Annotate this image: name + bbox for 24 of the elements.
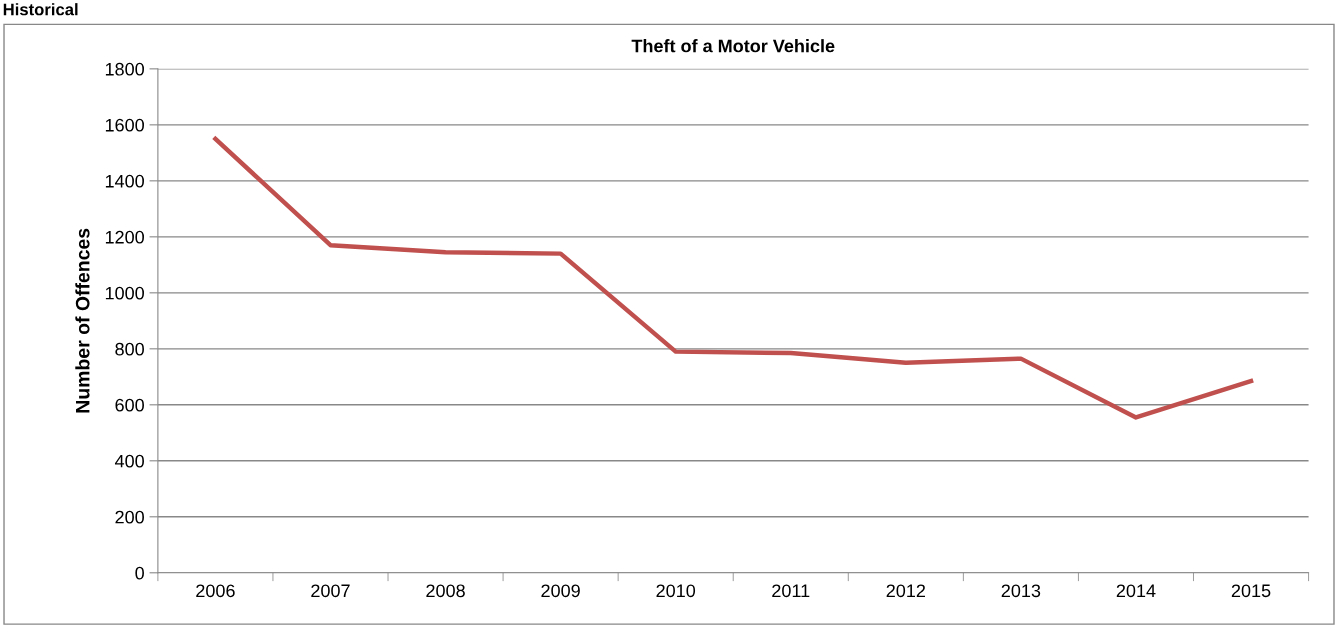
y-tick-label: 1400 — [105, 174, 144, 188]
y-tick-label: 1600 — [105, 118, 144, 132]
y-tick-label: 0 — [135, 566, 144, 580]
y-tick-label: 400 — [114, 454, 144, 468]
x-tick-label: 2008 — [426, 584, 465, 598]
y-tick-label: 1200 — [105, 230, 144, 244]
y-tick-label: 1000 — [105, 286, 144, 300]
x-tick-label: 2014 — [1116, 584, 1156, 598]
line-series — [213, 136, 1254, 420]
x-tick-label: 2007 — [311, 584, 350, 598]
y-tick-label: 800 — [115, 342, 144, 356]
text: Historical — [3, 3, 78, 16]
x-tick-label: 2015 — [1231, 584, 1271, 598]
x-tick-label: 2006 — [196, 584, 235, 598]
y-tick-label: 200 — [115, 510, 144, 524]
x-tick-label: 2013 — [1001, 584, 1041, 598]
x-tick-label: 2010 — [656, 584, 696, 598]
chart-title: Theft of a Motor Vehicle — [631, 39, 835, 53]
x-tick-label: 2009 — [541, 584, 580, 598]
x-tick-label: 2012 — [886, 584, 925, 598]
y-axis-title: Number of Offences — [75, 228, 90, 413]
y-tick-label: 1800 — [105, 62, 144, 76]
y-tick-label: 600 — [115, 398, 144, 412]
x-tick-label: 2011 — [772, 584, 810, 598]
